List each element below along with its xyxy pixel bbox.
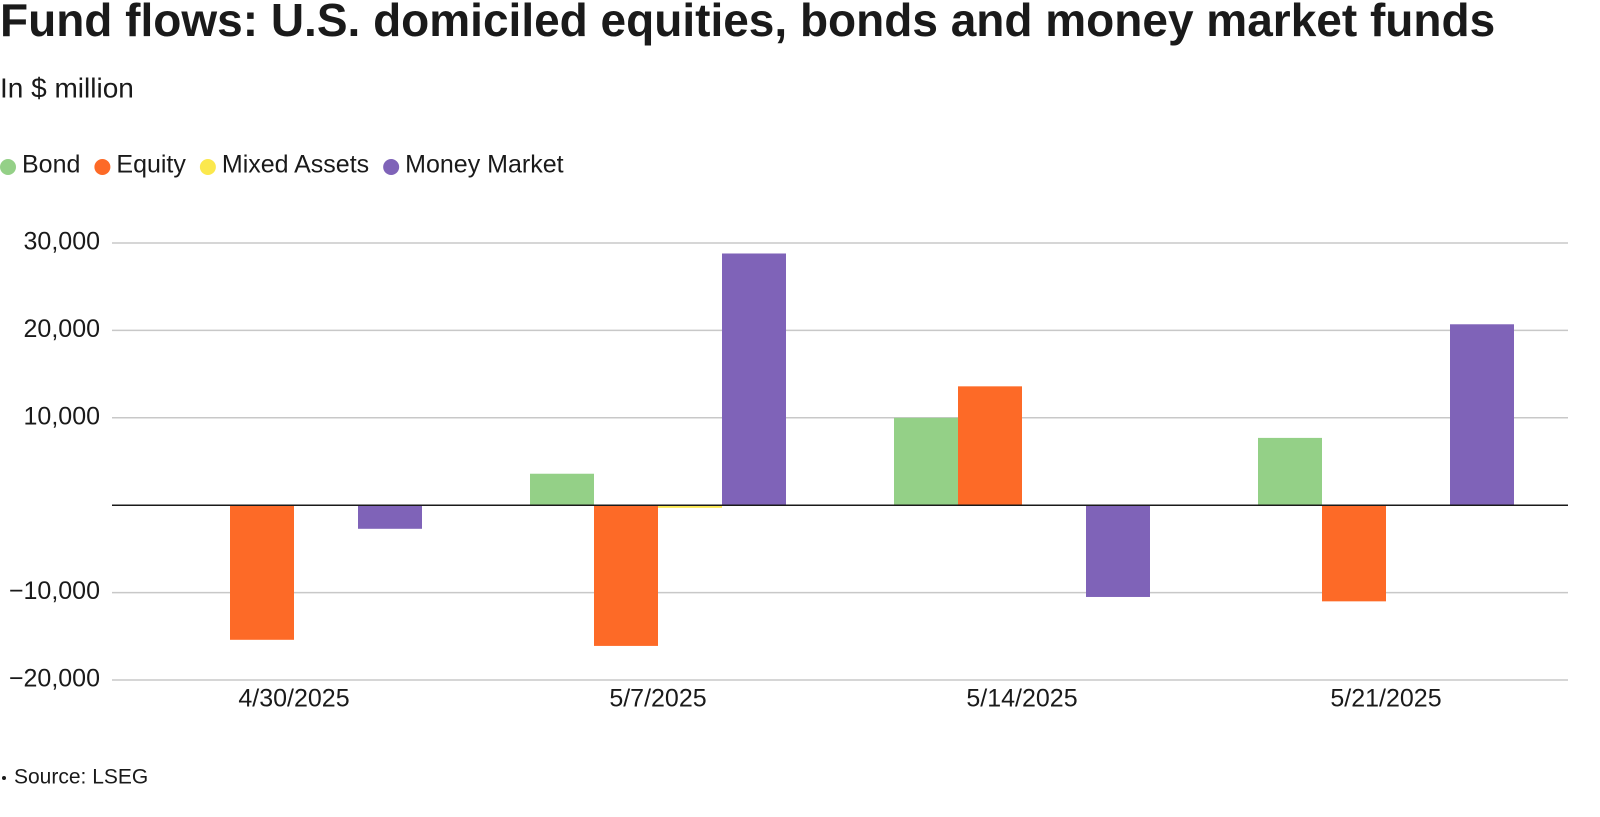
- bar: [230, 505, 294, 640]
- chart-subtitle: In $ million: [0, 72, 134, 103]
- legend-label: Money Market: [405, 151, 563, 179]
- bar: [1322, 505, 1386, 602]
- source: Source: LSEG: [14, 766, 148, 789]
- legend-swatch: [383, 159, 400, 175]
- x-tick-label: 5/21/2025: [1330, 685, 1441, 713]
- legend-swatch: [94, 159, 111, 175]
- bar: [722, 253, 786, 506]
- bar: [1258, 437, 1322, 506]
- chart-title: Fund flows: U.S. domiciled equities, bon…: [0, 0, 1495, 46]
- legend-label: Bond: [22, 151, 80, 179]
- y-tick-label: 30,000: [24, 228, 100, 256]
- bar: [1450, 324, 1514, 506]
- bar: [594, 505, 658, 646]
- x-tick-label: 5/7/2025: [609, 685, 706, 713]
- bar: [658, 505, 722, 508]
- bar: [530, 473, 594, 506]
- bar: [894, 417, 958, 506]
- y-tick-label: −20,000: [9, 665, 100, 693]
- y-tick-label: −10,000: [9, 577, 100, 605]
- x-tick-label: 5/14/2025: [966, 685, 1077, 713]
- legend-swatch: [199, 159, 216, 175]
- bar: [1086, 505, 1150, 597]
- legend-label: Equity: [116, 151, 186, 179]
- bar: [958, 386, 1022, 506]
- bullet: [2, 776, 6, 780]
- y-tick-label: 10,000: [24, 402, 100, 430]
- bar: [358, 505, 422, 529]
- legend-label: Mixed Assets: [222, 151, 369, 179]
- y-tick-label: 20,000: [24, 315, 100, 343]
- x-tick-label: 4/30/2025: [238, 685, 349, 713]
- legend-swatch: [0, 159, 16, 175]
